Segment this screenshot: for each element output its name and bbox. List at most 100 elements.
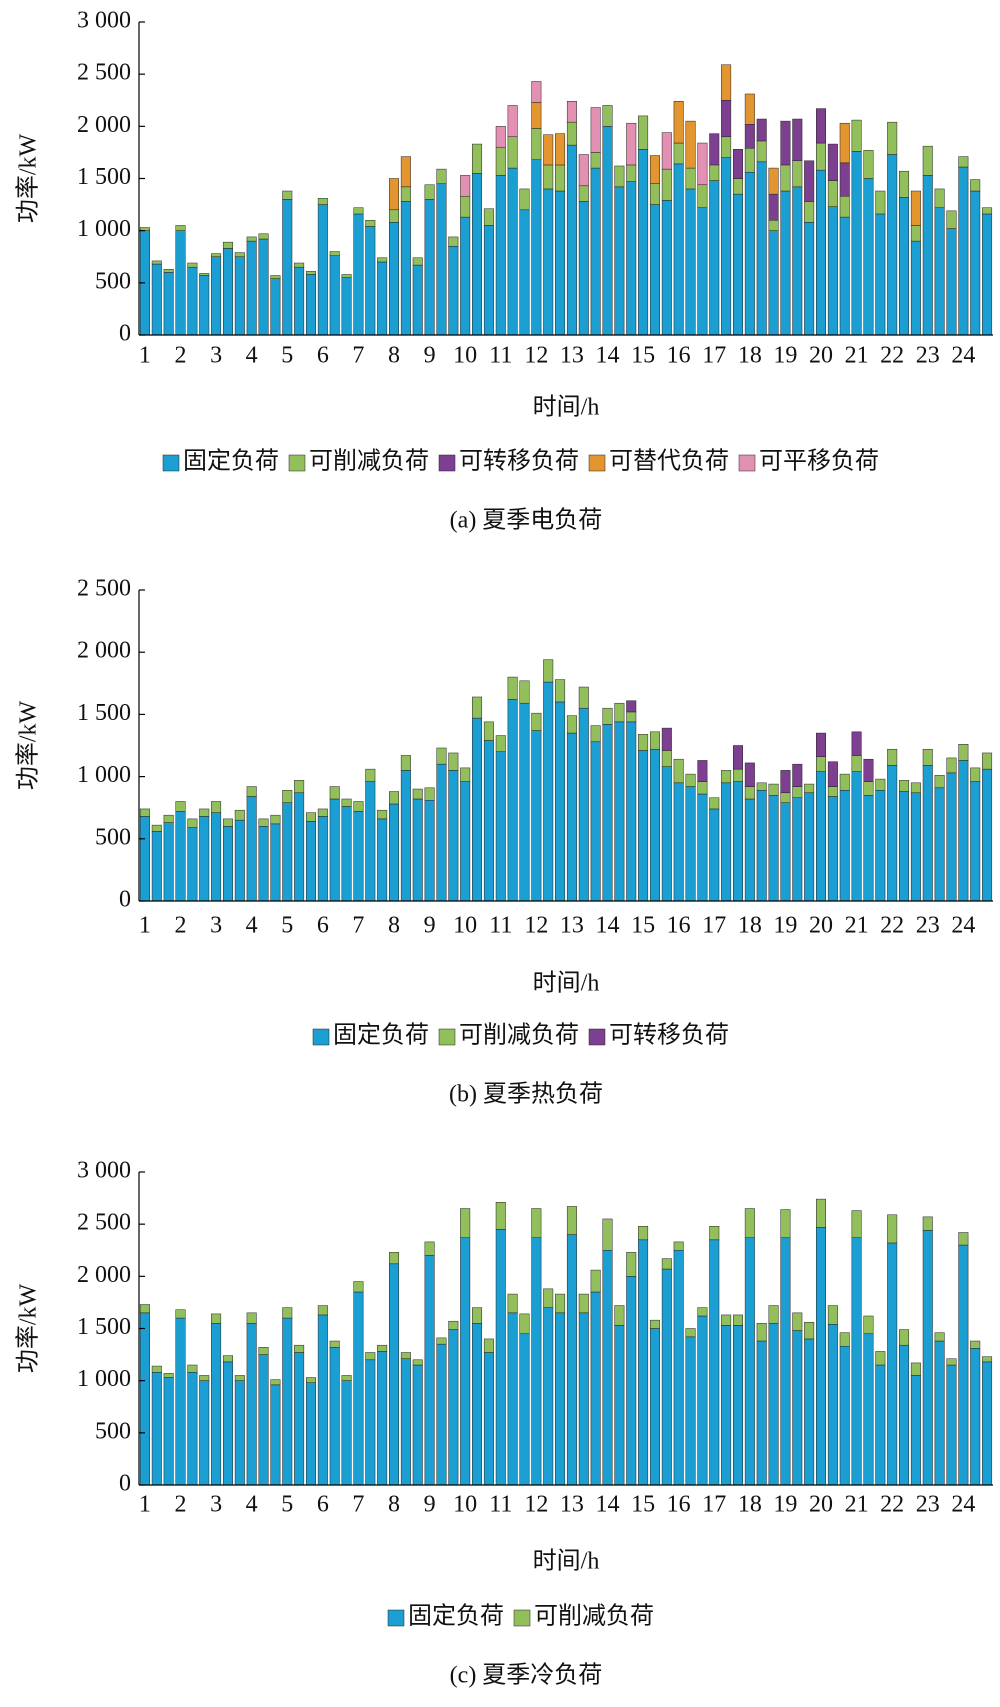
bar-segment <box>839 790 850 902</box>
bar-segment <box>614 1305 625 1326</box>
bar-segment <box>756 161 767 336</box>
bar-segment <box>436 168 447 184</box>
x-tick-label: 17 <box>702 343 726 369</box>
bar-segment <box>780 190 791 336</box>
y-axis-label: 功率/kW <box>15 700 42 790</box>
x-tick-label: 6 <box>317 343 329 369</box>
bar-segment <box>531 81 542 103</box>
bar-segment <box>590 107 601 153</box>
bar-segment <box>424 799 435 902</box>
bar-segment <box>863 758 874 782</box>
bar-segment <box>483 225 494 336</box>
bar-segment <box>792 786 803 798</box>
bar-segment <box>222 818 233 827</box>
y-tick-label: 2 000 <box>77 638 131 664</box>
bar-segment <box>329 1347 340 1486</box>
x-tick-label: 14 <box>596 913 620 939</box>
x-tick-label: 18 <box>738 1492 762 1518</box>
bar-segment <box>495 1229 506 1486</box>
x-tick-label: 9 <box>424 913 436 939</box>
bar-segment <box>199 816 210 902</box>
bar-segment <box>258 818 269 827</box>
bar-segment <box>602 1218 613 1251</box>
x-axis-label: 时间/h <box>533 394 600 421</box>
bar-segment <box>934 1332 945 1342</box>
bar-segment <box>732 1325 743 1486</box>
bar-segment <box>436 747 447 765</box>
bar-segment <box>400 1358 411 1486</box>
bar-segment <box>839 195 850 218</box>
x-tick-label: 11 <box>489 913 512 939</box>
bar-segment <box>661 132 672 170</box>
legend-label: 固定负荷 <box>408 1603 504 1630</box>
bar-segment <box>816 108 827 144</box>
bar-segment <box>211 801 222 813</box>
bar-segment <box>377 257 388 263</box>
bar-segment <box>590 725 601 743</box>
bar-segment <box>863 781 874 796</box>
bar-segment <box>294 1352 305 1486</box>
bar-segment <box>614 702 625 723</box>
bar-segment <box>472 696 483 719</box>
legend-label: 可转移负荷 <box>609 1022 729 1049</box>
bar-segment <box>305 274 316 336</box>
bar-segment <box>555 1312 566 1486</box>
bar-segment <box>566 144 577 336</box>
bar-segment <box>697 760 708 782</box>
x-tick-label: 2 <box>175 1492 187 1518</box>
x-tick-label: 5 <box>281 343 293 369</box>
bar-segment <box>222 1355 233 1363</box>
bar-segment <box>317 198 328 205</box>
bar-segment <box>732 1314 743 1326</box>
bar-segment <box>389 178 400 211</box>
legend-swatch <box>162 454 180 472</box>
bar-segment <box>792 763 803 787</box>
bar-segment <box>780 792 791 803</box>
bar-segment <box>495 126 506 148</box>
bar-segment <box>543 1307 554 1486</box>
bar-segment <box>744 147 755 173</box>
bar-segment <box>234 1375 245 1381</box>
bar-segment <box>341 1380 352 1486</box>
bar-segment <box>697 207 708 336</box>
bar-segment <box>400 186 411 202</box>
bar-segment <box>400 201 411 336</box>
bar-segment <box>258 826 269 902</box>
bar-segment <box>732 745 743 770</box>
x-tick-label: 16 <box>667 1492 691 1518</box>
bar-segment <box>436 183 447 336</box>
bar-segment <box>329 1340 340 1348</box>
bar-segment <box>887 748 898 766</box>
bar-segment <box>792 797 803 902</box>
x-tick-label: 10 <box>453 1492 477 1518</box>
bar-segment <box>709 1239 720 1486</box>
y-tick-label: 1 500 <box>77 700 131 726</box>
bar-segment <box>365 219 376 227</box>
bar-segment <box>851 1210 862 1238</box>
bar-segment <box>732 768 743 782</box>
bar-segment <box>614 165 625 188</box>
bar-segment <box>982 1356 993 1363</box>
bar-segment <box>638 734 649 751</box>
bar-segment <box>970 1340 981 1349</box>
x-tick-label: 17 <box>702 1492 726 1518</box>
bar-segment <box>887 765 898 902</box>
bar-segment <box>199 1375 210 1381</box>
x-tick-label: 12 <box>524 1492 548 1518</box>
bar-segment <box>899 1344 910 1486</box>
bar-segment <box>851 151 862 336</box>
bar-segment <box>661 168 672 201</box>
bar-segment <box>531 730 542 902</box>
bar-segment <box>982 768 993 902</box>
bar-segment <box>412 1364 423 1486</box>
bar-segment <box>317 816 328 902</box>
bar-segment <box>816 1227 827 1486</box>
bar-segment <box>910 782 921 794</box>
bar-segment <box>721 157 732 336</box>
bar-segment <box>305 821 316 902</box>
bar-segment <box>709 133 720 166</box>
x-tick-label: 8 <box>388 913 400 939</box>
bar-segment <box>827 1324 838 1486</box>
legend-swatch <box>387 1609 405 1627</box>
bar-segment <box>507 105 518 138</box>
